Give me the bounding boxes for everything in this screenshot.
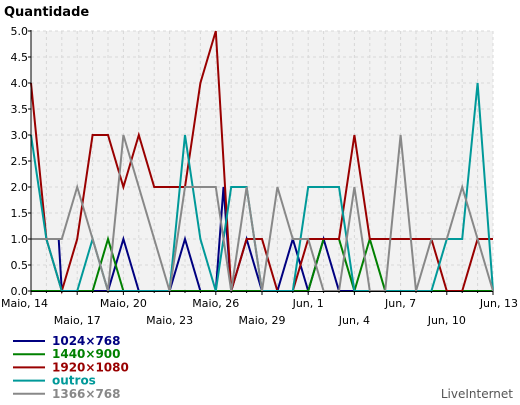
legend-label: 1024×768: [52, 334, 121, 348]
legend-label: 1440×900: [52, 347, 121, 361]
y-tick-label: 2.0: [11, 181, 29, 194]
brand-label: LiveInternet: [441, 387, 513, 401]
y-tick-label: 1.5: [11, 207, 29, 220]
y-tick-label: 3.5: [11, 103, 29, 116]
y-tick-label: 1.0: [11, 233, 29, 246]
legend-label: 1920×1080: [52, 360, 129, 374]
x-tick-label: Maio, 14: [1, 297, 48, 310]
legend-label: 1366×768: [52, 387, 121, 401]
y-tick-label: 4.5: [11, 51, 29, 64]
x-tick-label: Jun, 4: [338, 314, 370, 327]
y-tick-label: 5.0: [11, 25, 29, 38]
y-tick-label: 0.0: [11, 285, 29, 298]
x-tick-label: Jun, 10: [427, 314, 466, 327]
y-tick-label: 0.5: [11, 259, 29, 272]
y-axis-title: Quantidade: [4, 5, 89, 20]
x-ticks: Maio, 14 Maio, 17 Maio, 20 Maio, 23 Maio, 26…: [1, 291, 518, 327]
x-tick-label: Maio, 26: [192, 297, 239, 310]
y-tick-label: 4.0: [11, 77, 29, 90]
y-tick-label: 3.0: [11, 129, 29, 142]
x-tick-label: Maio, 17: [54, 314, 101, 327]
y-ticks: 0.0 0.5 1.0 1.5 2.0 2.5 3.0 3.5 4.0 4.5 5.0: [11, 25, 31, 298]
x-tick-label: Maio, 29: [238, 314, 285, 327]
x-tick-label: Jun, 13: [479, 297, 518, 310]
gridlines: [30, 30, 494, 292]
x-tick-label: Maio, 20: [100, 297, 147, 310]
series-line: [30, 30, 493, 295]
y-tick-label: 2.5: [11, 155, 29, 168]
legend-label: outros: [52, 374, 96, 388]
x-tick-label: Jun, 7: [384, 297, 416, 310]
x-tick-label: Maio, 23: [146, 314, 193, 327]
x-tick-label: Jun, 1: [292, 297, 324, 310]
